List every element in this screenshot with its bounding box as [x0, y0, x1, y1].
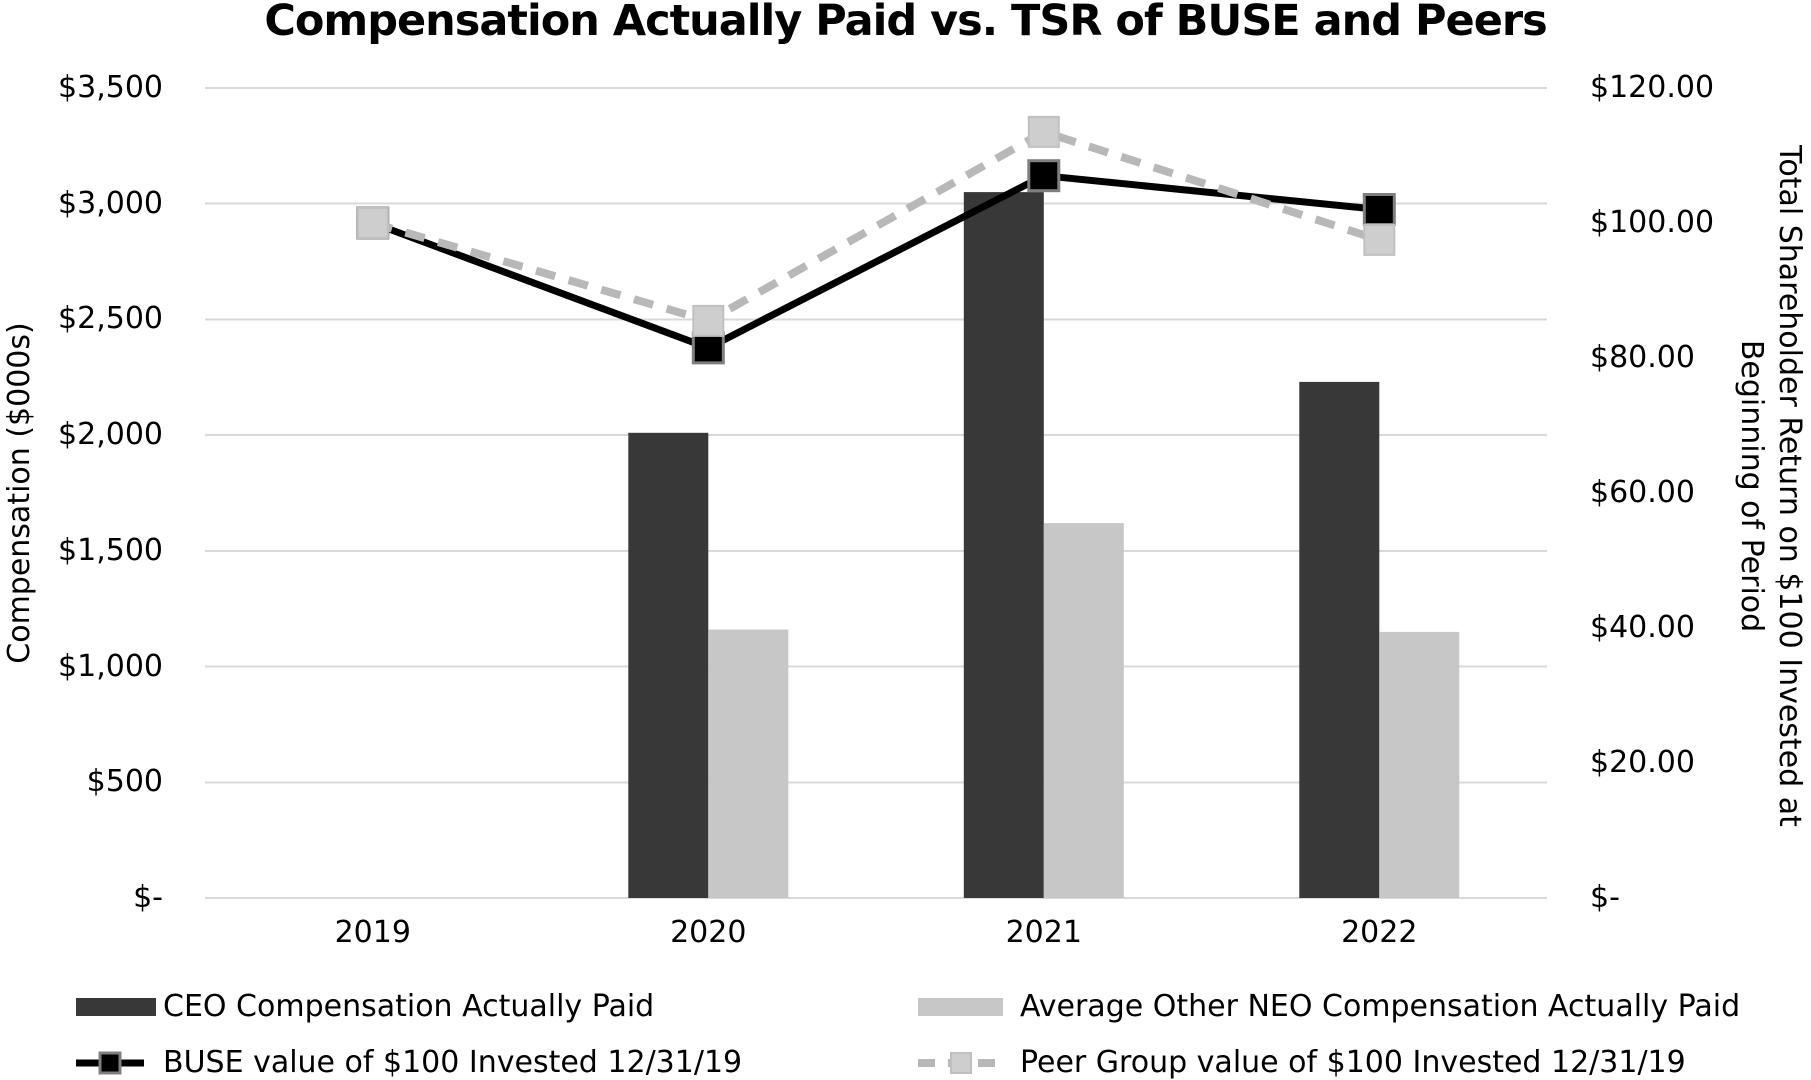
- neo-bar-swatch-icon: [918, 997, 1003, 1016]
- x-axis-label-2022: 2022: [1341, 915, 1418, 950]
- bar-neo-2021: [1043, 523, 1124, 898]
- right-tick-label: $20.00: [1590, 745, 1695, 780]
- bar-ceo-2021: [963, 192, 1044, 899]
- left-tick-label: $500: [86, 764, 163, 800]
- left-tick-label: $3,500: [58, 70, 163, 105]
- left-axis-title: Compensation ($000s): [2, 322, 37, 664]
- peer-marker-2021: [1027, 115, 1060, 148]
- bar-neo-2020: [708, 629, 789, 898]
- left-tick-label: $-: [133, 880, 163, 915]
- right-tick-label: $40.00: [1590, 610, 1695, 645]
- right-tick-label: $100.00: [1590, 205, 1715, 240]
- left-tick-label: $2,000: [58, 417, 163, 453]
- legend-label: Average Other NEO Compensation Actually …: [1020, 989, 1741, 1024]
- buse-marker-2022: [1362, 193, 1396, 226]
- buse-line: [371, 172, 1380, 352]
- peer-line: [371, 127, 1381, 326]
- x-axis-label-2020: 2020: [670, 915, 747, 950]
- peer-marker-2020: [692, 304, 725, 337]
- ceo-bar-swatch-icon: [76, 997, 156, 1016]
- buse-marker-2020: [691, 331, 725, 365]
- x-axis-label-2019: 2019: [334, 915, 411, 950]
- peer-marker-2022: [1363, 223, 1396, 256]
- buse-line-swatch-icon: [76, 1051, 144, 1074]
- bar-ceo-2020: [628, 432, 709, 898]
- right-tick-label: $120.00: [1590, 70, 1715, 105]
- legend-item-ceo-compensation: CEO Compensation Actually Paid: [76, 989, 655, 1024]
- right-axis-title: Total Shareholder Return on $100 Investe…: [1732, 76, 1808, 896]
- left-tick-label: $1,000: [58, 648, 163, 684]
- right-axis-title-line2: Beginning of Period: [1734, 339, 1769, 633]
- left-tick-label: $1,500: [58, 532, 163, 568]
- buse-marker-2021: [1027, 159, 1061, 193]
- left-tick-label: $3,000: [58, 185, 163, 221]
- peer-marker-2019: [356, 207, 389, 239]
- peer-line-swatch-icon: [918, 1051, 1003, 1074]
- bar-neo-2022: [1379, 631, 1460, 898]
- x-axis-label-2021: 2021: [1005, 915, 1082, 950]
- bar-ceo-2022: [1299, 381, 1380, 898]
- left-tick-label: $2,500: [58, 301, 163, 337]
- plot-area: [205, 87, 1547, 899]
- right-tick-label: $60.00: [1590, 475, 1695, 510]
- legend-label: BUSE value of $100 Invested 12/31/19: [163, 1045, 743, 1080]
- legend-label: Peer Group value of $100 Invested 12/31/…: [1020, 1045, 1686, 1080]
- right-tick-label: $80.00: [1590, 340, 1695, 375]
- right-axis-title-line1: Total Shareholder Return on $100 Investe…: [1772, 145, 1807, 827]
- legend-item-neo-compensation: Average Other NEO Compensation Actually …: [918, 989, 1741, 1024]
- legend-item-peer-tsr: Peer Group value of $100 Invested 12/31/…: [918, 1045, 1686, 1080]
- legend-item-buse-tsr: BUSE value of $100 Invested 12/31/19: [76, 1045, 743, 1080]
- legend-label: CEO Compensation Actually Paid: [163, 989, 655, 1024]
- chart-title: Compensation Actually Paid vs. TSR of BU…: [264, 0, 1547, 46]
- right-tick-label: $-: [1590, 880, 1620, 915]
